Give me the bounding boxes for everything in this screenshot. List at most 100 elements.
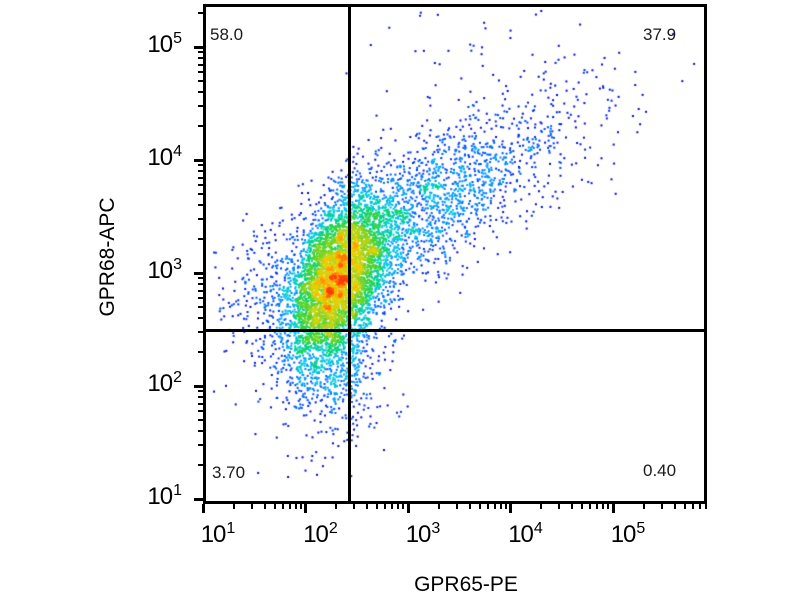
- x-minor-tick: [288, 504, 291, 509]
- y-minor-tick: [198, 316, 203, 319]
- x-minor-tick: [683, 504, 686, 509]
- x-minor-tick: [607, 504, 610, 509]
- x-minor-tick: [376, 504, 379, 509]
- quadrant-percent-upper-left: 58.0: [210, 25, 244, 44]
- x-minor-tick: [478, 504, 481, 509]
- x-tick-label: 102: [303, 520, 338, 548]
- x-minor-tick: [353, 504, 356, 509]
- x-minor-tick: [384, 504, 387, 509]
- x-minor-tick: [294, 504, 297, 509]
- y-minor-tick: [198, 105, 203, 108]
- plot-frame: [203, 4, 707, 504]
- x-minor-tick: [299, 504, 302, 509]
- y-minor-tick: [198, 390, 203, 393]
- x-major-tick: [406, 504, 410, 513]
- x-minor-tick: [602, 504, 605, 509]
- x-minor-tick: [589, 504, 592, 509]
- y-minor-tick: [198, 164, 203, 167]
- y-minor-tick: [198, 463, 203, 466]
- x-minor-tick: [335, 504, 338, 509]
- y-minor-tick: [198, 306, 203, 309]
- y-minor-tick: [198, 218, 203, 221]
- x-minor-tick: [642, 504, 645, 509]
- y-minor-tick: [198, 203, 203, 206]
- y-major-tick: [194, 158, 203, 162]
- x-minor-tick: [397, 504, 400, 509]
- x-minor-tick: [468, 504, 471, 509]
- y-minor-tick: [198, 410, 203, 413]
- x-minor-tick: [263, 504, 266, 509]
- x-minor-tick: [581, 504, 584, 509]
- y-axis-title: GPR68-APC: [96, 197, 119, 317]
- x-minor-tick: [486, 504, 489, 509]
- y-major-tick: [194, 271, 203, 275]
- y-minor-tick: [198, 429, 203, 432]
- y-minor-tick: [198, 51, 203, 54]
- y-minor-tick: [198, 402, 203, 405]
- y-minor-tick: [198, 184, 203, 187]
- x-minor-tick: [540, 504, 543, 509]
- y-minor-tick: [198, 395, 203, 398]
- y-minor-tick: [198, 282, 203, 285]
- y-minor-tick: [198, 169, 203, 172]
- y-tick-label: 104: [147, 143, 182, 171]
- y-minor-tick: [198, 56, 203, 59]
- y-minor-tick: [198, 331, 203, 334]
- y-minor-tick: [198, 176, 203, 179]
- y-minor-tick: [198, 124, 203, 127]
- x-major-tick: [201, 504, 205, 513]
- y-minor-tick: [198, 297, 203, 300]
- y-minor-tick: [198, 419, 203, 422]
- y-major-tick: [194, 384, 203, 388]
- y-minor-tick: [198, 237, 203, 240]
- y-minor-tick: [198, 71, 203, 74]
- y-tick-label: 102: [147, 369, 182, 397]
- quadrant-gate-horizontal-line: [203, 328, 707, 332]
- y-minor-tick: [198, 350, 203, 353]
- x-minor-tick: [232, 504, 235, 509]
- x-minor-tick: [691, 504, 694, 509]
- x-major-tick: [611, 504, 615, 513]
- quadrant-gate-vertical-line: [348, 4, 352, 504]
- x-major-tick: [509, 504, 512, 513]
- x-minor-tick: [437, 504, 440, 509]
- x-tick-label: 101: [200, 520, 236, 548]
- quadrant-percent-upper-right: 37.9: [643, 25, 677, 44]
- x-tick-label: 105: [610, 520, 646, 548]
- y-major-tick: [194, 45, 203, 49]
- x-minor-tick: [698, 504, 701, 509]
- y-minor-tick: [198, 277, 203, 280]
- x-minor-tick: [273, 504, 276, 509]
- x-minor-tick: [596, 504, 599, 509]
- y-major-tick: [194, 497, 203, 501]
- x-major-tick: [304, 504, 307, 513]
- quadrant-percent-lower-left: 3.70: [212, 463, 246, 482]
- x-minor-tick: [571, 504, 574, 509]
- y-minor-tick: [198, 193, 203, 196]
- x-axis-title: GPR65-PE: [414, 573, 518, 596]
- x-minor-tick: [493, 504, 496, 509]
- x-tick-label: 103: [405, 520, 441, 548]
- x-minor-tick: [402, 504, 405, 509]
- x-minor-tick: [391, 504, 394, 509]
- y-tick-label: 103: [147, 256, 182, 284]
- y-minor-tick: [198, 63, 203, 66]
- x-minor-tick: [673, 504, 676, 509]
- x-minor-tick: [499, 504, 502, 509]
- y-tick-label: 105: [147, 30, 182, 58]
- y-minor-tick: [198, 80, 203, 83]
- y-minor-tick: [198, 11, 203, 14]
- x-minor-tick: [250, 504, 253, 509]
- x-minor-tick: [704, 504, 707, 509]
- quadrant-percent-lower-right: 0.40: [643, 461, 677, 480]
- y-minor-tick: [198, 90, 203, 93]
- y-minor-tick: [198, 444, 203, 447]
- x-minor-tick: [366, 504, 369, 509]
- x-minor-tick: [558, 504, 561, 509]
- x-minor-tick: [455, 504, 458, 509]
- x-minor-tick: [281, 504, 284, 509]
- x-minor-tick: [660, 504, 663, 509]
- y-tick-label: 101: [147, 482, 182, 510]
